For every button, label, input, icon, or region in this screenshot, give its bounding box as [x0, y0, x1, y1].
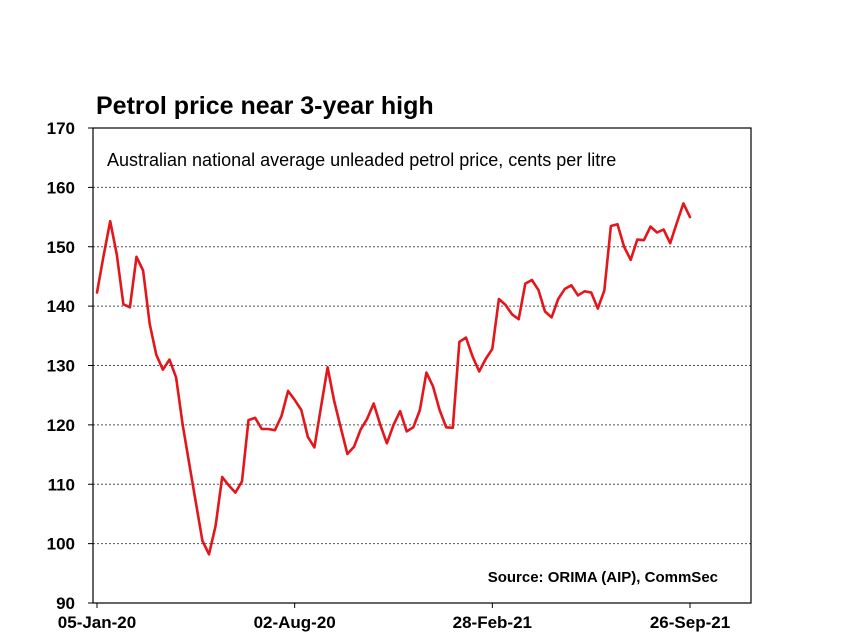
- chart-subtitle: Australian national average unleaded pet…: [107, 150, 616, 170]
- x-tick-label: 28-Feb-21: [453, 613, 532, 632]
- y-tick-label: 90: [56, 594, 75, 613]
- y-tick-label: 170: [47, 119, 75, 138]
- series-line-petrol-price: [95, 202, 692, 556]
- x-axis-ticks: 05-Jan-20 02-Aug-20 28-Feb-21 26-Sep-21: [58, 603, 730, 632]
- y-tick-label: 150: [47, 238, 75, 257]
- y-axis-ticks: 90 100 110 120 130 140 150 160 170: [47, 119, 93, 613]
- x-tick-label: 26-Sep-21: [650, 613, 730, 632]
- chart-title: Petrol price near 3-year high: [96, 92, 434, 120]
- x-tick-label: 02-Aug-20: [254, 613, 336, 632]
- y-tick-label: 110: [48, 475, 75, 494]
- y-tick-label: 160: [47, 178, 75, 197]
- chart-source: Source: ORIMA (AIP), CommSec: [488, 569, 718, 586]
- y-tick-label: 100: [47, 535, 75, 554]
- y-tick-label: 140: [47, 297, 75, 316]
- y-tick-label: 120: [47, 416, 75, 435]
- x-tick-label: 05-Jan-20: [58, 613, 136, 632]
- y-tick-label: 130: [47, 357, 75, 376]
- gridlines: [93, 186, 751, 545]
